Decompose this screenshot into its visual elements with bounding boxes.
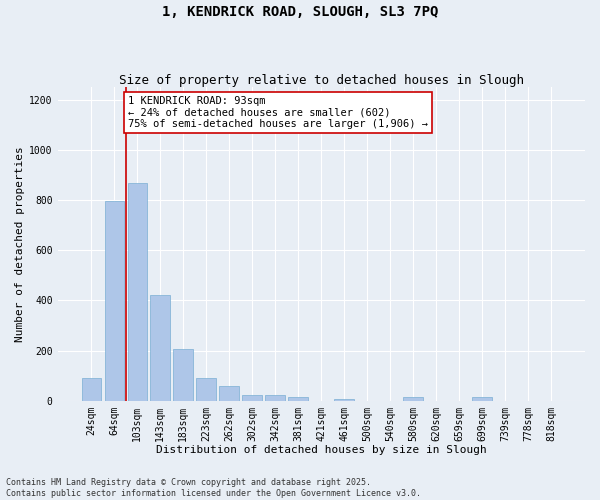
Bar — [104, 201, 124, 400]
Bar — [289, 398, 308, 400]
Title: Size of property relative to detached houses in Slough: Size of property relative to detached ho… — [119, 74, 524, 87]
Bar — [82, 378, 101, 400]
Bar — [220, 386, 239, 400]
X-axis label: Distribution of detached houses by size in Slough: Distribution of detached houses by size … — [156, 445, 487, 455]
Text: 1, KENDRICK ROAD, SLOUGH, SL3 7PQ: 1, KENDRICK ROAD, SLOUGH, SL3 7PQ — [162, 5, 438, 19]
Bar — [173, 350, 193, 401]
Bar — [196, 378, 216, 400]
Text: 1 KENDRICK ROAD: 93sqm
← 24% of detached houses are smaller (602)
75% of semi-de: 1 KENDRICK ROAD: 93sqm ← 24% of detached… — [128, 96, 428, 129]
Y-axis label: Number of detached properties: Number of detached properties — [15, 146, 25, 342]
Bar — [403, 398, 423, 400]
Bar — [151, 296, 170, 401]
Bar — [334, 399, 354, 400]
Bar — [128, 183, 147, 400]
Bar — [472, 398, 492, 400]
Bar — [265, 395, 285, 400]
Text: Contains HM Land Registry data © Crown copyright and database right 2025.
Contai: Contains HM Land Registry data © Crown c… — [6, 478, 421, 498]
Bar — [242, 395, 262, 400]
